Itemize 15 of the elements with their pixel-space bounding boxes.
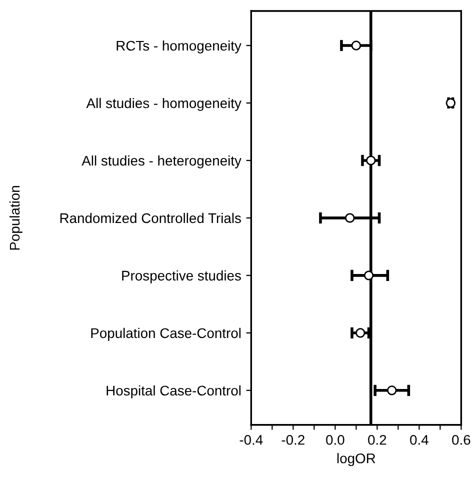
y-tick-label: RCTs - homogeneity bbox=[116, 40, 242, 54]
x-tick-label: 0.6 bbox=[452, 434, 470, 445]
y-tick-label: All studies - homogeneity bbox=[86, 98, 242, 111]
x-axis-title: logOR bbox=[337, 453, 376, 466]
y-tick-label: Hospital Case-Control bbox=[106, 385, 241, 398]
x-tick-label: 0.0 bbox=[326, 434, 344, 445]
x-tick-label: -0.4 bbox=[240, 434, 263, 445]
y-axis-title: Population bbox=[9, 186, 22, 250]
y-tick-label: All studies - heterogeneity bbox=[82, 155, 242, 168]
y-tick-label: Prospective studies bbox=[122, 270, 241, 284]
x-tick-label: 0.2 bbox=[368, 434, 386, 445]
y-tick-label: Randomized Controlled Trials bbox=[60, 212, 241, 224]
y-tick-label: Population Case-Control bbox=[91, 328, 241, 341]
x-tick-label: 0.4 bbox=[410, 434, 428, 445]
x-tick-label: -0.2 bbox=[282, 434, 304, 445]
